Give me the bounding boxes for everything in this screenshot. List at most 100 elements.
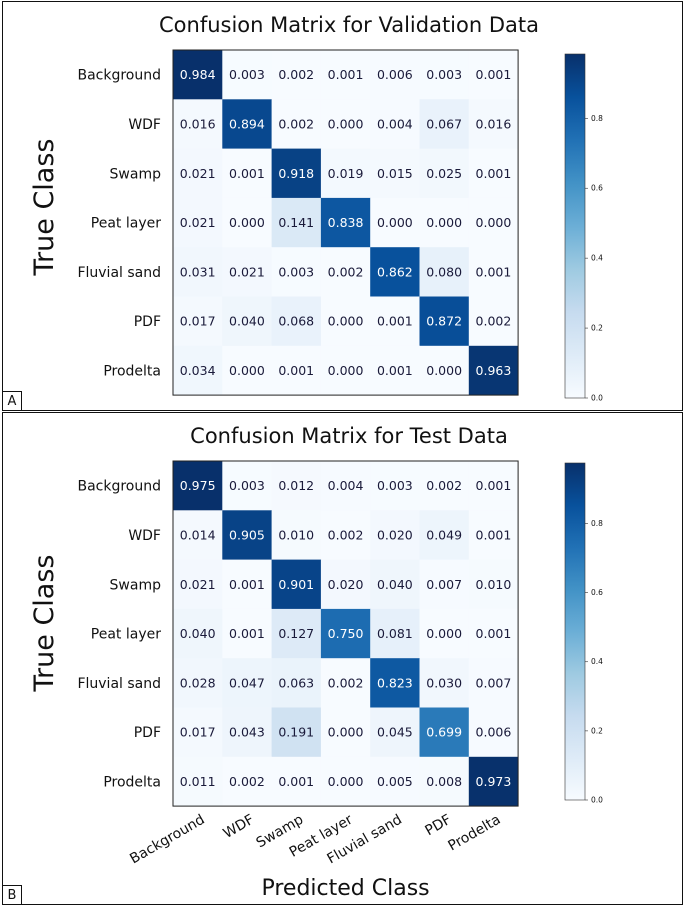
row-label: Peat layer [91,216,161,232]
matrix-cell [370,707,420,758]
matrix-cell [468,461,519,511]
matrix-cell [370,50,420,100]
cell-value-label: 0.004 [328,478,364,493]
cell-value-label: 0.016 [476,116,512,131]
cell-value-label: 0.015 [377,166,413,181]
cell-value-label: 0.001 [377,314,413,329]
cell-value-label: 0.021 [180,215,216,230]
matrix-cell [468,707,519,758]
cell-value-label: 0.975 [180,478,216,493]
cell-value-label: 0.894 [229,116,265,131]
cell-value-label: 0.067 [426,116,462,131]
matrix-cell [419,148,470,199]
matrix-cell [173,50,223,100]
row-label: Background [77,68,161,84]
cell-value-label: 0.905 [229,527,265,542]
cell-value-label: 0.001 [229,577,265,592]
cell-value-label: 0.040 [229,314,265,329]
cell-value-label: 0.963 [476,363,512,378]
matrix-cell [271,608,322,659]
cell-value-label: 0.034 [180,363,216,378]
matrix-cell [222,50,272,100]
column-label: WDF [221,812,257,842]
matrix-cell [271,707,322,758]
cell-value-label: 0.006 [377,67,413,82]
matrix-cell [173,461,223,511]
matrix-cell [320,608,371,659]
cell-value-label: 0.000 [426,215,462,230]
cell-value-label: 0.045 [377,725,413,740]
cell-value-label: 0.002 [328,675,364,690]
row-label: Swamp [110,577,162,593]
matrix-cell [173,345,223,396]
cell-value-label: 0.001 [476,67,512,82]
matrix-cell [468,756,519,807]
colorbar [564,462,586,801]
colorbar-tick-label: 0.0 [591,796,603,805]
matrix-cell [222,99,272,149]
cell-value-label: 0.984 [180,67,216,82]
matrix-cell [173,608,223,659]
row-label: PDF [134,314,161,330]
matrix-cell [320,756,371,807]
matrix-cell [370,510,420,560]
cell-value-label: 0.001 [229,166,265,181]
matrix-cell [370,247,420,297]
matrix-cell [222,707,272,758]
panel-label-a: A [2,391,22,411]
cell-value-label: 0.028 [180,675,216,690]
cell-value-label: 0.000 [426,626,462,641]
cell-value-label: 0.191 [278,725,314,740]
matrix-cell [271,756,322,807]
matrix-cell [468,50,519,100]
matrix-cell [271,50,322,100]
matrix-cell [370,461,420,511]
matrix-cell [222,510,272,560]
panel-label-b: B [2,885,22,905]
cell-value-label: 0.000 [328,774,364,789]
column-label: Background [127,812,207,868]
colorbar-tick-label: 0.4 [591,254,603,263]
matrix-cell [320,296,371,347]
matrix-cell [271,658,322,708]
cell-value-label: 0.002 [278,67,314,82]
x-axis-title: Predicted Class [261,876,429,901]
cell-value-label: 0.043 [229,725,265,740]
cell-value-label: 0.019 [328,166,364,181]
matrix-cell [173,756,223,807]
matrix-frame [172,49,519,396]
matrix-cell [222,608,272,659]
matrix-cell [419,510,470,560]
matrix-cell [419,197,470,248]
matrix-cell [320,148,371,199]
matrix-cell [222,658,272,708]
matrix-cell [370,608,420,659]
matrix-cell [370,296,420,347]
cell-value-label: 0.750 [328,626,364,641]
cell-value-label: 0.017 [180,314,216,329]
matrix-cell [320,707,371,758]
cell-value-label: 0.001 [476,166,512,181]
cell-value-label: 0.003 [229,67,265,82]
cell-value-label: 0.005 [377,774,413,789]
matrix-cell [222,197,272,248]
row-label: WDF [128,528,161,544]
cell-value-label: 0.001 [278,774,314,789]
cell-value-label: 0.973 [476,774,512,789]
cell-value-label: 0.021 [229,264,265,279]
matrix-cell [419,345,470,396]
cell-value-label: 0.141 [278,215,314,230]
cell-value-label: 0.001 [476,527,512,542]
matrix-cell [173,510,223,560]
cell-value-label: 0.001 [377,363,413,378]
matrix-cell [173,707,223,758]
row-label: Background [77,479,161,495]
matrix-cell [370,559,420,610]
cell-value-label: 0.000 [426,363,462,378]
matrix-cell [468,658,519,708]
matrix-cell [419,608,470,659]
cell-value-label: 0.000 [229,363,265,378]
matrix-cell [271,559,322,610]
cell-value-label: 0.000 [229,215,265,230]
matrix-cell [173,247,223,297]
